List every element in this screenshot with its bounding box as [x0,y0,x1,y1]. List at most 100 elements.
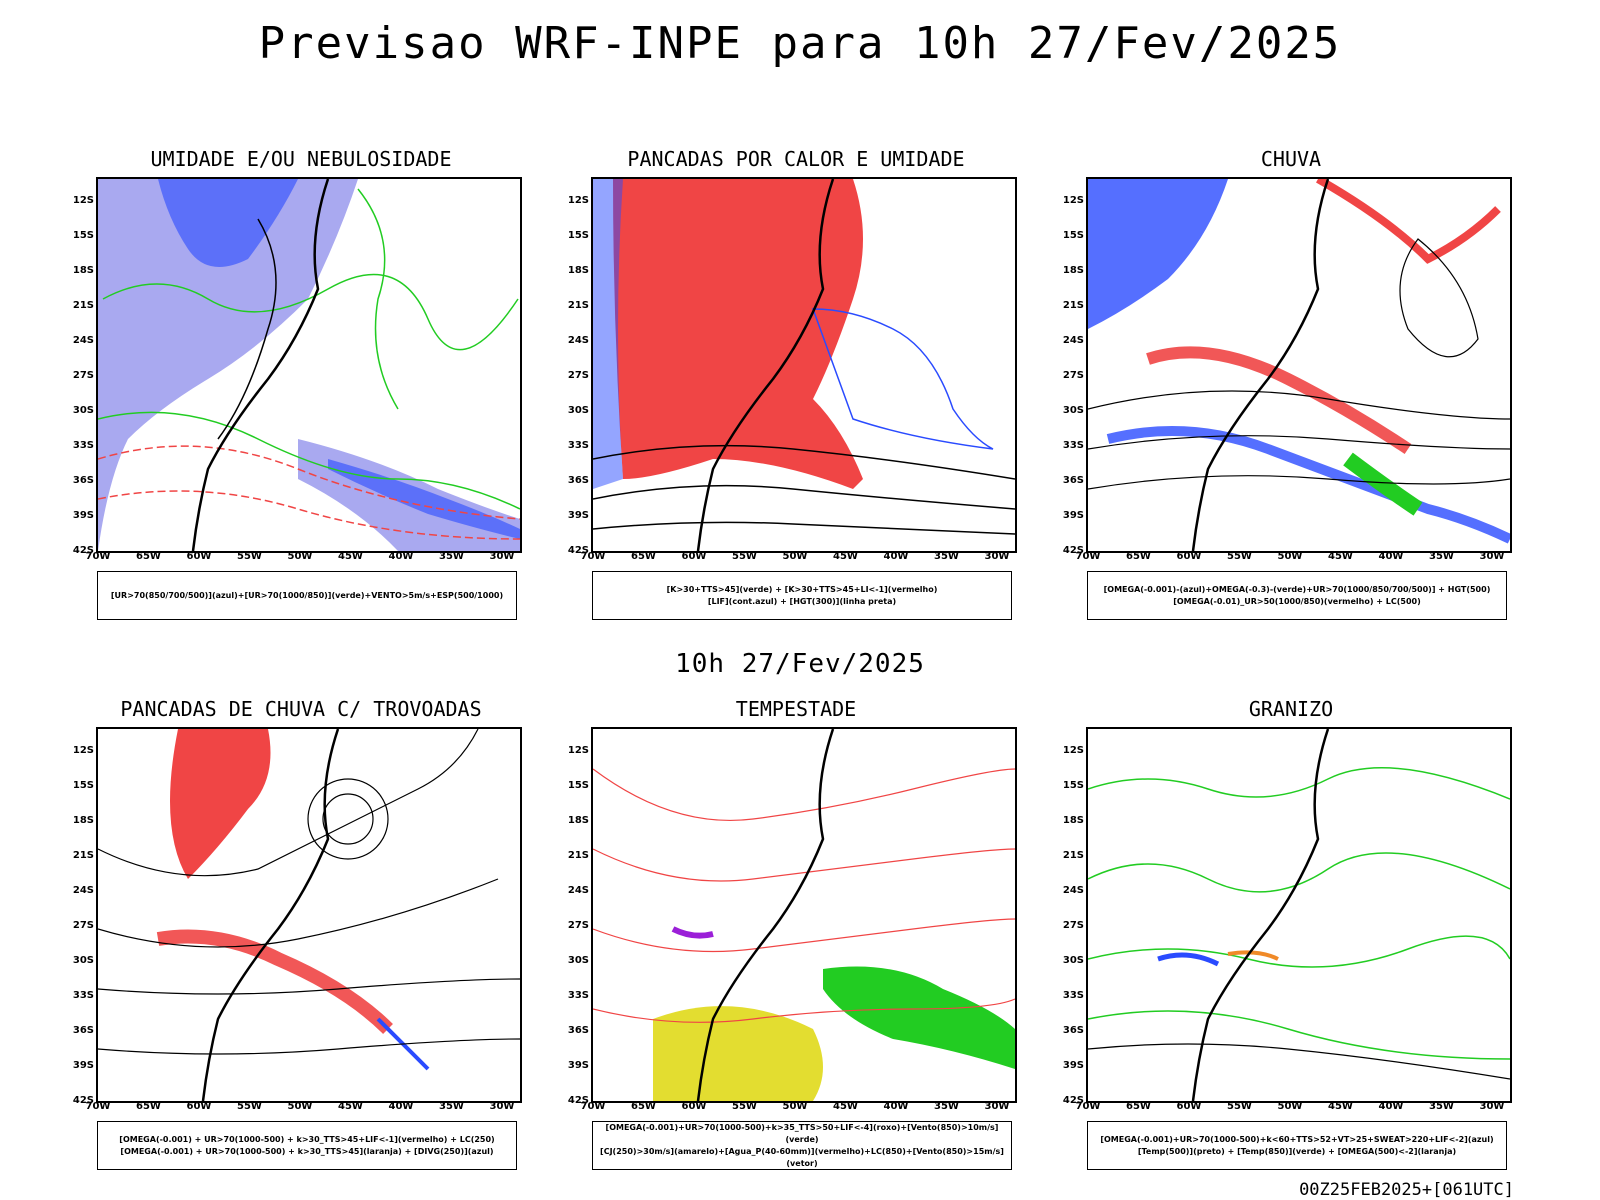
lat-label: 27S [72,920,94,931]
lat-label: 39S [72,510,94,521]
lon-label: 50W [287,1101,313,1112]
lat-label: 21S [1062,850,1084,861]
lat-label: 21S [567,300,589,311]
middle-title: 10h 27/Fev/2025 [675,649,925,679]
panel-title-chuva: CHUVA [1260,147,1322,171]
legend-tempestade-line-1: [OMEGA(-0.001)+UR>70(1000-500)+k>35_TTS>… [605,1122,999,1144]
lat-label: 42S [567,545,589,556]
lon-label: 35W [1429,1101,1454,1112]
lon-label: 35W [439,551,464,562]
lon-label: 45W [1328,1101,1353,1112]
lat-label: 36S [567,1025,589,1036]
lat-label: 15S [72,230,94,241]
lat-label: 30S [567,405,589,416]
lon-label: 55W [237,1101,262,1112]
lat-label: 18S [72,815,94,826]
lat-label: 24S [567,335,589,346]
lat-label: 36S [72,1025,94,1036]
map-umidade-field [98,179,520,551]
lat-label: 30S [72,405,94,416]
lat-label: 15S [72,780,94,791]
lat-label: 33S [1062,990,1084,1001]
lon-label: 45W [1328,551,1353,562]
lat-label: 36S [1062,1025,1084,1036]
legend-granizo-line-2: [Temp(500)](preto) + [Temp(850)](verde) … [1137,1146,1457,1156]
lat-label: 21S [1062,300,1084,311]
map-tempestade [591,727,1017,1103]
lat-label: 27S [72,370,94,381]
legend-trovoadas-line-2: [OMEGA(-0.001) + UR>70(1000-500) + k>30_… [120,1146,494,1156]
map-umidade [96,177,522,553]
legend-trovoadas-line-1: [OMEGA(-0.001) + UR>70(1000-500) + k>30_… [119,1134,495,1144]
panel-title-umidade: UMIDADE E/OU NEBULOSIDADE [150,147,452,171]
panel-title-tempestade: TEMPESTADE [735,697,857,721]
lon-label: 55W [732,1101,757,1112]
legend-pancadas-calor-line-2: [LIF](cont.azul) + [HGT(300)](linha pret… [707,596,897,606]
lon-label: 30W [489,1101,515,1112]
lat-label: 21S [567,850,589,861]
legend-pancadas-calor-line-1: [K>30+TTS>45](verde) + [K>30+TTS>45+LI<-… [666,584,938,594]
lat-label: 12S [1062,195,1084,206]
lat-label: 18S [567,265,589,276]
footer-run-id: 00Z25FEB2025+[061UTC] [1299,1180,1514,1200]
legend-chuva-line-1: [OMEGA(-0.001)-(azul)+OMEGA(-0.3)-(verde… [1103,584,1491,594]
lon-label: 55W [1227,1101,1252,1112]
lon-label: 45W [338,1101,363,1112]
lon-label: 50W [1277,551,1303,562]
legend-chuva-line-2: [OMEGA(-0.01)_UR>50(1000/850)(vermelho) … [1173,596,1421,606]
lon-label: 50W [782,551,808,562]
lat-label: 12S [567,195,589,206]
lat-label: 30S [567,955,589,966]
lat-label: 42S [72,545,94,556]
lat-label: 27S [1062,920,1084,931]
map-chuva [1086,177,1512,553]
lat-label: 12S [72,195,94,206]
lat-label: 12S [1062,745,1084,756]
lat-label: 18S [1062,265,1084,276]
lat-label: 33S [567,990,589,1001]
lat-label: 39S [567,510,589,521]
lat-label: 18S [72,265,94,276]
map-granizo [1086,727,1512,1103]
lat-label: 33S [72,990,94,1001]
map-trovoadas [96,727,522,1103]
lon-label: 65W [631,1101,656,1112]
lon-label: 65W [136,551,161,562]
legend-chuva: [OMEGA(-0.001)-(azul)+OMEGA(-0.3)-(verde… [1087,571,1507,620]
lat-label: 36S [72,475,94,486]
lon-label: 50W [782,1101,808,1112]
lat-label: 24S [1062,335,1084,346]
lon-label: 40W [883,551,909,562]
lat-label: 30S [1062,405,1084,416]
lon-label: 40W [1378,1101,1404,1112]
lat-label: 27S [1062,370,1084,381]
lon-label: 60W [1176,551,1202,562]
lat-label: 36S [1062,475,1084,486]
legend-umidade-line-1: [UR>70(850/700/500)](azul)+[UR>70(1000/8… [110,590,504,600]
lat-label: 24S [1062,885,1084,896]
lat-label: 36S [567,475,589,486]
map-pancadas-calor-field [593,179,1015,551]
lat-label: 33S [1062,440,1084,451]
lat-label: 15S [1062,780,1084,791]
lon-label: 55W [1227,551,1252,562]
legend-trovoadas: [OMEGA(-0.001) + UR>70(1000-500) + k>30_… [97,1121,517,1170]
lon-label: 30W [984,1101,1010,1112]
lon-label: 60W [186,551,212,562]
lat-label: 15S [1062,230,1084,241]
lon-label: 65W [1126,1101,1151,1112]
lon-label: 60W [681,551,707,562]
map-tempestade-field [593,729,1015,1101]
lon-label: 65W [136,1101,161,1112]
lat-label: 21S [72,300,94,311]
lon-label: 60W [1176,1101,1202,1112]
lon-label: 30W [1479,551,1505,562]
lon-label: 55W [732,551,757,562]
lat-label: 42S [72,1095,94,1106]
lon-label: 35W [934,551,959,562]
lon-label: 35W [1429,551,1454,562]
lon-label: 65W [1126,551,1151,562]
lon-label: 70W [580,1101,606,1112]
lon-label: 40W [883,1101,909,1112]
map-pancadas-calor [591,177,1017,553]
